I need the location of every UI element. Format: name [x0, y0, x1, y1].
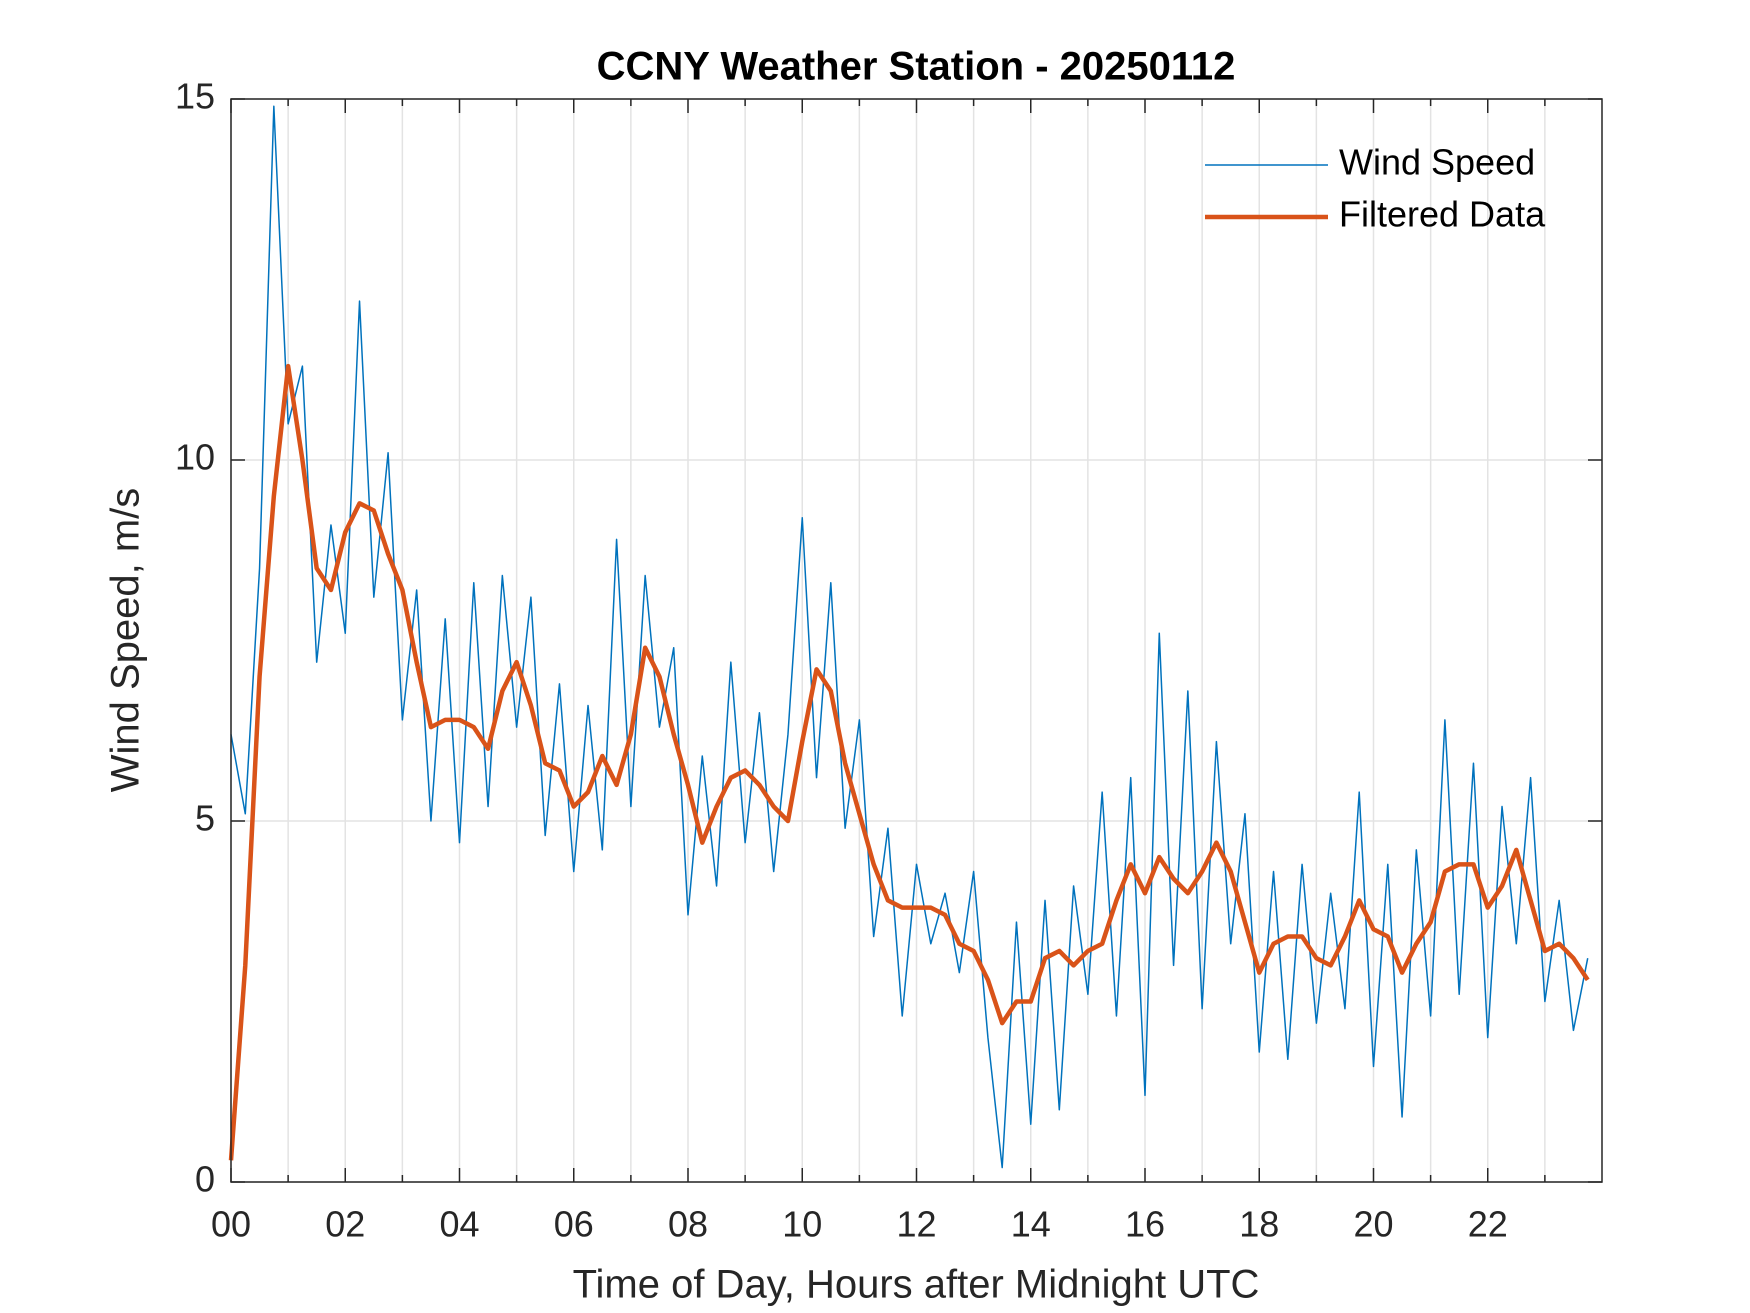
- x-axis-label: Time of Day, Hours after Midnight UTC: [573, 1263, 1260, 1307]
- x-tick-label: 02: [325, 1204, 365, 1245]
- series-line: [230, 105, 1589, 1169]
- x-tick-label: 06: [554, 1204, 594, 1245]
- x-tick-label: 16: [1125, 1204, 1165, 1245]
- y-tick-label: 10: [175, 437, 215, 478]
- x-tick-label: 14: [1011, 1204, 1051, 1245]
- legend-label: Wind Speed: [1339, 142, 1535, 183]
- y-tick-label: 5: [195, 798, 215, 839]
- x-tick-label: 22: [1468, 1204, 1508, 1245]
- x-tick-label: 10: [782, 1204, 822, 1245]
- x-tick-label: 00: [211, 1204, 251, 1245]
- chart-title: CCNY Weather Station - 20250112: [597, 45, 1236, 89]
- y-tick-label: 15: [175, 76, 215, 117]
- x-tick-label: 12: [896, 1204, 936, 1245]
- x-tick-label: 18: [1239, 1204, 1279, 1245]
- series-line: [228, 363, 1590, 1161]
- x-tick-label: 20: [1353, 1204, 1393, 1245]
- x-tick-label: 04: [439, 1204, 479, 1245]
- y-tick-label: 0: [195, 1159, 215, 1200]
- x-tick-label: 08: [668, 1204, 708, 1245]
- legend-label: Filtered Data: [1339, 194, 1546, 235]
- y-axis-label: Wind Speed, m/s: [104, 488, 148, 793]
